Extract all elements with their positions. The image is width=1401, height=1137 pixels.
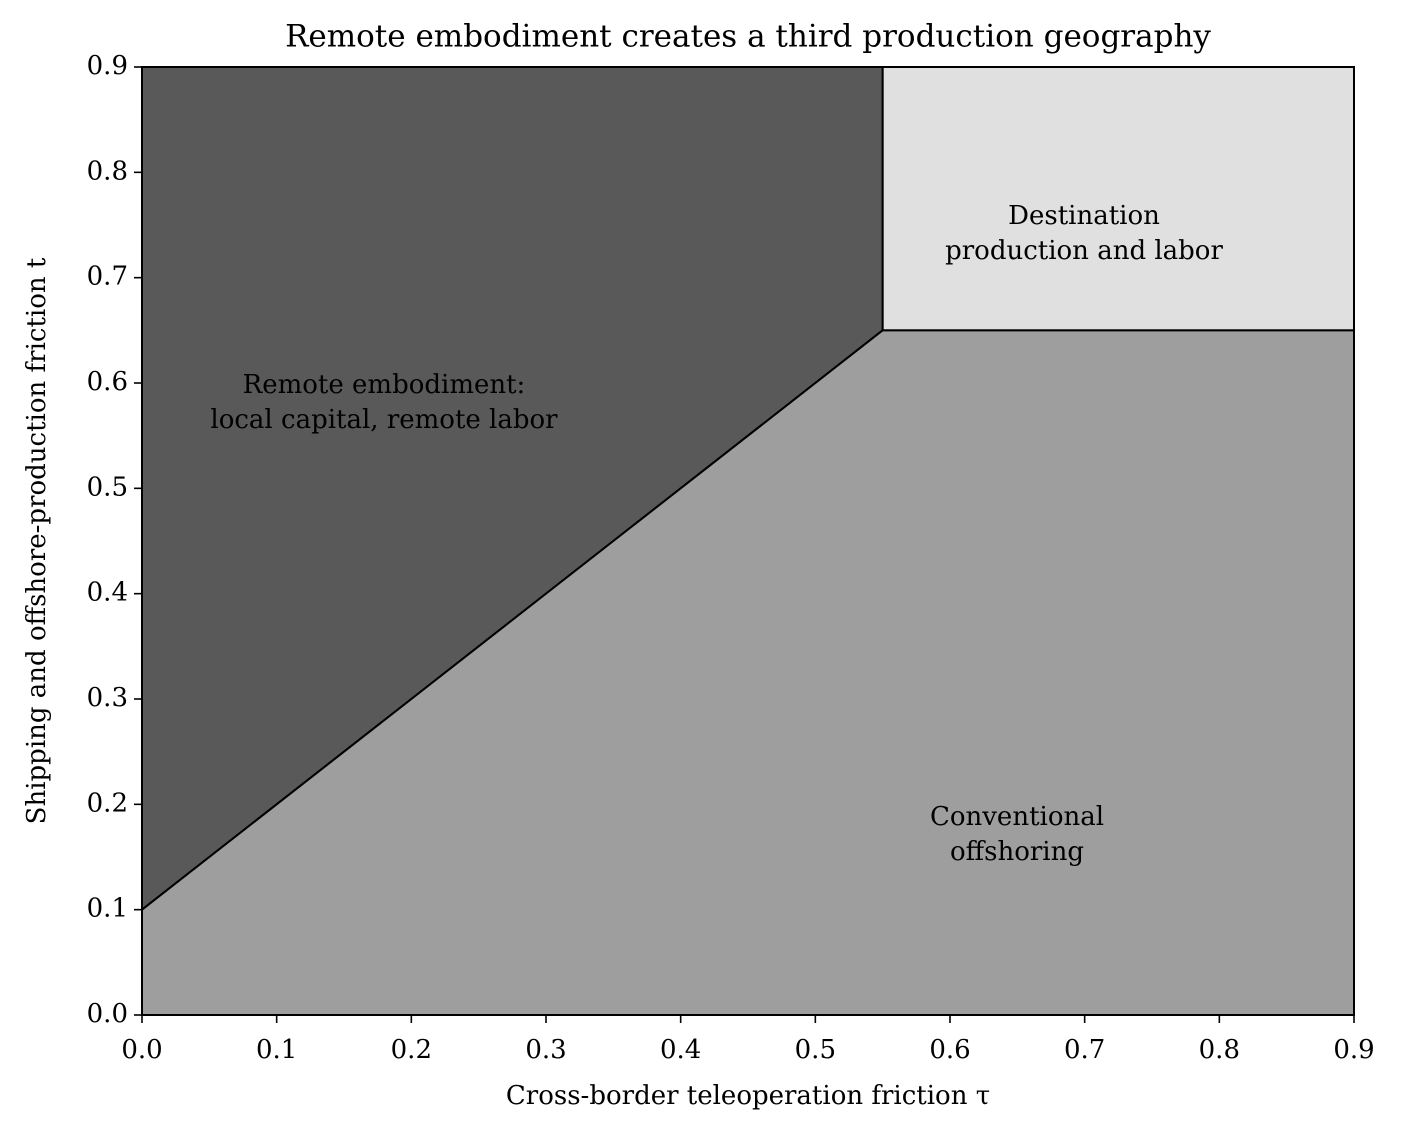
region-label: local capital, remote labor (210, 405, 558, 435)
y-tick-label: 0.1 (87, 894, 128, 924)
region-label: production and labor (945, 236, 1223, 266)
y-tick-label: 0.6 (87, 367, 128, 397)
plot-frame (141, 66, 1355, 1016)
y-tick-label: 0.3 (87, 683, 128, 713)
x-tick-label: 0.7 (1064, 1035, 1105, 1065)
y-tick-label: 0.0 (87, 999, 128, 1029)
x-tick-label: 0.1 (256, 1035, 297, 1065)
x-tick-label: 0.0 (121, 1035, 162, 1065)
y-axis-label: Shipping and offshore-production frictio… (22, 257, 52, 824)
x-tick-label: 0.9 (1333, 1035, 1374, 1065)
region-label: Remote embodiment: (243, 370, 526, 400)
y-tick-label: 0.7 (87, 262, 128, 292)
y-tick-label: 0.4 (87, 578, 128, 608)
chart-title: Remote embodiment creates a third produc… (285, 19, 1211, 55)
x-tick-label: 0.8 (1199, 1035, 1240, 1065)
region-label: offshoring (950, 837, 1084, 867)
y-tick-label: 0.8 (87, 156, 128, 186)
x-tick-label: 0.6 (929, 1035, 970, 1065)
x-tick-label: 0.4 (660, 1035, 701, 1065)
region-label: Conventional (930, 802, 1104, 832)
y-tick-label: 0.2 (87, 788, 128, 818)
x-axis-label: Cross-border teleoperation friction τ (506, 1081, 990, 1111)
y-tick-label: 0.5 (87, 472, 128, 502)
region (881, 66, 1355, 332)
x-tick-label: 0.3 (525, 1035, 566, 1065)
y-tick-label: 0.9 (87, 51, 128, 81)
x-tick-label: 0.2 (391, 1035, 432, 1065)
region-label: Destination (1008, 201, 1160, 231)
x-tick-label: 0.5 (795, 1035, 836, 1065)
